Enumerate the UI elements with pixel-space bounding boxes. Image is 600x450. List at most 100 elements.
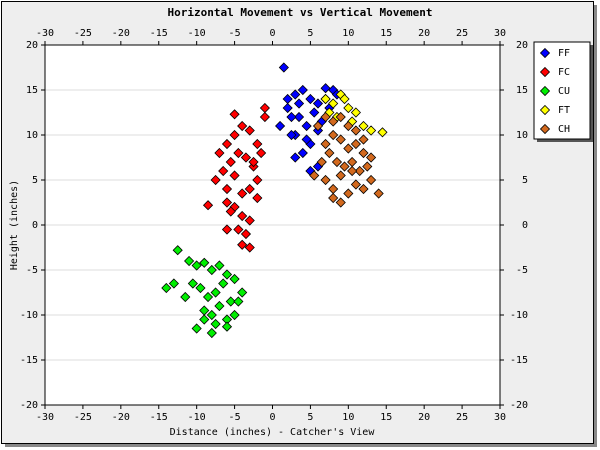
point — [301, 120, 312, 132]
point — [244, 215, 255, 226]
x-axis-label: Distance (inches) - Catcher's View — [170, 427, 376, 438]
x2-tick-label: -15 — [150, 28, 168, 39]
x2-tick-label: -30 — [36, 28, 54, 39]
y-tick-label: 20 — [26, 40, 38, 51]
point — [297, 84, 308, 96]
point — [320, 83, 331, 94]
point — [350, 107, 361, 118]
x-tick-label: -10 — [188, 412, 206, 423]
point — [320, 93, 331, 105]
x-tick-label: -15 — [150, 412, 168, 423]
point — [362, 161, 373, 172]
y2-tick-label: 0 — [522, 220, 528, 231]
x-tick-label: 10 — [342, 412, 354, 423]
point — [350, 125, 361, 136]
point — [244, 183, 255, 195]
y2-tick-label: -10 — [510, 310, 528, 321]
point — [320, 111, 331, 123]
point — [358, 134, 369, 145]
y2-tick-label: -20 — [510, 400, 528, 411]
point — [191, 323, 202, 334]
x2-tick-label: 30 — [494, 28, 506, 39]
point — [290, 152, 301, 163]
point — [343, 188, 354, 199]
point — [286, 129, 297, 141]
point — [297, 147, 308, 159]
point — [312, 98, 324, 109]
point — [180, 291, 191, 303]
x2-tick-label: 5 — [307, 28, 313, 39]
point — [229, 109, 240, 120]
point — [218, 278, 229, 289]
point — [309, 107, 320, 118]
y2-tick-label: 5 — [522, 175, 528, 186]
point — [237, 188, 248, 199]
point — [221, 269, 233, 280]
y-axis-label: Height (inches) — [9, 180, 20, 270]
point — [259, 102, 270, 114]
plot-border — [44, 44, 501, 406]
point — [202, 291, 214, 303]
legend-label: FC — [558, 67, 570, 78]
point — [206, 264, 217, 276]
legend-label: CU — [558, 86, 570, 97]
point — [237, 210, 248, 222]
point — [252, 174, 263, 186]
y2-tick-label: 15 — [516, 85, 528, 96]
point — [240, 228, 252, 240]
point — [320, 174, 331, 186]
point — [187, 278, 198, 289]
point — [335, 111, 346, 123]
point — [191, 260, 202, 271]
point — [202, 200, 214, 211]
chart-title: Horizontal Movement vs Vertical Movement — [168, 6, 433, 19]
y-tick-label: -15 — [20, 355, 38, 366]
point — [320, 138, 331, 150]
point — [252, 138, 263, 150]
point — [210, 287, 221, 298]
x-tick-label: 5 — [307, 412, 313, 423]
point — [350, 138, 361, 150]
point — [358, 120, 369, 132]
y-tick-label: 15 — [26, 85, 38, 96]
point — [328, 116, 339, 127]
point — [244, 242, 255, 253]
point — [290, 89, 301, 100]
x2-tick-label: -20 — [112, 28, 130, 39]
y2-tick-label: 20 — [516, 40, 528, 51]
point — [244, 125, 255, 136]
point — [286, 111, 297, 123]
point — [168, 278, 179, 289]
point — [312, 120, 324, 132]
point — [237, 120, 248, 132]
point — [221, 224, 233, 235]
x2-tick-label: 25 — [456, 28, 468, 39]
x-tick-label: 30 — [494, 412, 506, 423]
point — [240, 152, 252, 163]
point — [347, 165, 358, 177]
legend-marker — [539, 123, 551, 135]
point — [328, 129, 339, 141]
point — [343, 102, 354, 114]
legend-marker — [539, 66, 551, 78]
point — [358, 183, 369, 195]
point — [377, 127, 388, 138]
point — [221, 321, 233, 332]
point — [214, 147, 225, 159]
x-tick-label: -5 — [229, 412, 241, 423]
point — [358, 147, 369, 159]
point — [229, 309, 240, 321]
point — [339, 93, 350, 105]
x2-tick-label: 10 — [342, 28, 354, 39]
y-tick-label: -5 — [26, 265, 38, 276]
point — [233, 147, 244, 159]
x-tick-label: -25 — [74, 412, 92, 423]
point — [225, 296, 236, 307]
point — [343, 143, 354, 154]
point — [229, 170, 240, 181]
point — [331, 156, 343, 168]
legend-label: FT — [558, 105, 570, 116]
point — [206, 309, 217, 321]
